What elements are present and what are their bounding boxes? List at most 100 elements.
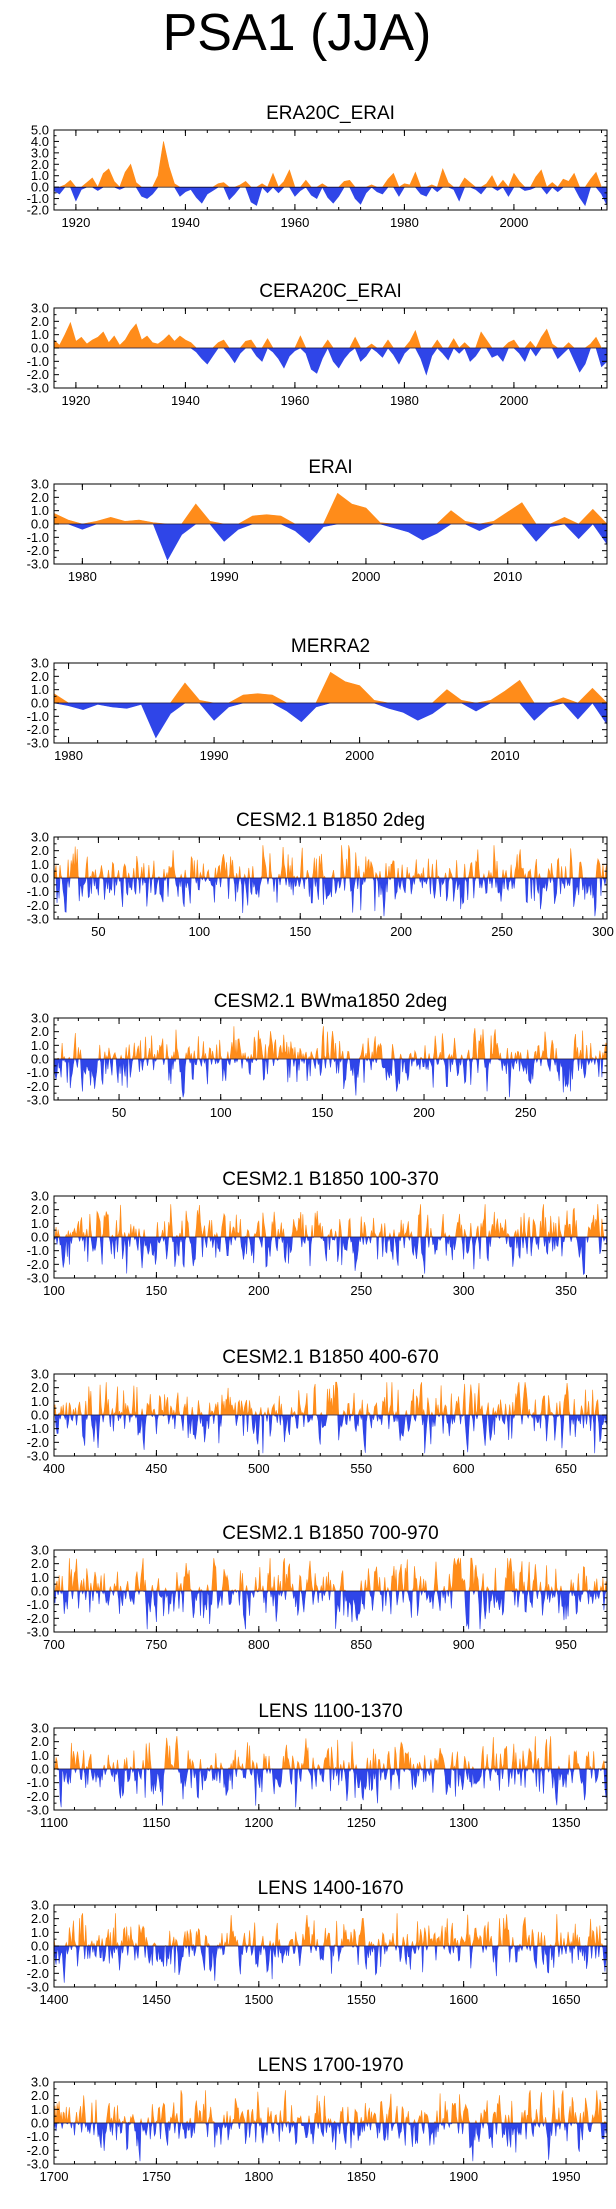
y-tick-label: -1.0 bbox=[27, 884, 49, 899]
x-tick-label: 700 bbox=[43, 1637, 65, 1652]
y-tick-label: 0.0 bbox=[31, 1762, 49, 1777]
y-tick-label: 2.0 bbox=[31, 314, 49, 329]
y-tick-label: 1.0 bbox=[31, 1570, 49, 1585]
figure-title: PSA1 (JJA) bbox=[163, 4, 432, 62]
positive-area bbox=[54, 141, 607, 188]
positive-area bbox=[53, 1736, 607, 1771]
x-tick-label: 250 bbox=[350, 1283, 372, 1298]
y-tick-label: 3.0 bbox=[31, 1898, 49, 1913]
x-tick-label: 750 bbox=[146, 1637, 168, 1652]
y-tick-label: 3.0 bbox=[31, 1367, 49, 1382]
chart-panel: CESM2.1 B1850 2deg 3.02.01.00.0-1.0-2.0-3… bbox=[27, 810, 614, 939]
x-tick-label: 1980 bbox=[54, 748, 83, 763]
chart-title: CESM2.1 B1850 100-370 bbox=[222, 1169, 439, 1190]
chart-title: LENS 1700-1970 bbox=[258, 2055, 404, 2076]
y-tick-label: 1.0 bbox=[31, 168, 49, 183]
x-tick-label: 400 bbox=[43, 1461, 65, 1476]
y-tick-label: 3.0 bbox=[31, 1189, 49, 1204]
x-tick-label: 1960 bbox=[280, 215, 309, 230]
positive-area bbox=[53, 845, 608, 880]
x-tick-label: 2000 bbox=[499, 215, 528, 230]
chart-panel: ERAI 3.02.01.00.0-1.0-2.0-3.0 1980 1990 2000… bbox=[27, 457, 608, 584]
chart-panel: CERA20C_ERAI 3.02.01.00.0-1.0-2.0-3.0 1920… bbox=[27, 281, 608, 408]
x-tick-label: 150 bbox=[289, 924, 311, 939]
x-tick-label: 1650 bbox=[552, 1992, 581, 2007]
x-tick-label: 2000 bbox=[345, 748, 374, 763]
positive-area bbox=[53, 1913, 607, 1948]
y-tick-label: -3.0 bbox=[27, 1449, 49, 1464]
x-tick-label: 1700 bbox=[40, 2169, 69, 2184]
negative-area bbox=[53, 702, 608, 739]
x-tick-label: 2010 bbox=[493, 569, 522, 584]
y-tick-label: 3.0 bbox=[31, 656, 49, 671]
positive-area bbox=[54, 1204, 607, 1239]
positive-area bbox=[54, 1026, 608, 1061]
y-tick-label: 1.0 bbox=[31, 327, 49, 342]
y-tick-label: 0.0 bbox=[31, 1230, 49, 1245]
x-tick-label: 150 bbox=[146, 1283, 168, 1298]
negative-area bbox=[53, 1767, 608, 1808]
x-tick-label: 1950 bbox=[552, 2169, 581, 2184]
positive-area bbox=[53, 2090, 607, 2125]
y-tick-label: -3.0 bbox=[27, 557, 49, 572]
y-tick-label: -1.0 bbox=[27, 1065, 49, 1080]
y-tick-label: -1.0 bbox=[27, 1775, 49, 1790]
negative-area bbox=[54, 876, 607, 917]
x-tick-label: 1400 bbox=[40, 1992, 69, 2007]
y-tick-label: 0.0 bbox=[31, 871, 49, 886]
y-tick-label: 1.0 bbox=[31, 1748, 49, 1763]
x-tick-label: 1960 bbox=[280, 393, 309, 408]
y-tick-label: -3.0 bbox=[27, 2157, 49, 2172]
chart-panel: LENS 1700-19703.02.01.00.0-1.0-2.0-3.017… bbox=[27, 2055, 608, 2184]
x-tick-label: 1920 bbox=[61, 393, 90, 408]
y-tick-label: 3.0 bbox=[31, 301, 49, 316]
y-tick-label: -1.0 bbox=[27, 1952, 49, 1967]
positive-area bbox=[54, 1557, 608, 1593]
x-tick-label: 1200 bbox=[244, 1815, 273, 1830]
x-tick-label: 350 bbox=[555, 1283, 577, 1298]
y-tick-label: 4.0 bbox=[31, 134, 49, 149]
negative-area bbox=[53, 186, 608, 207]
y-tick-label: 2.0 bbox=[31, 843, 49, 858]
chart-panel: MERRA2 3.02.01.00.0-1.0-2.0-3.0 1980 1990 20… bbox=[27, 636, 608, 763]
y-tick-label: -2.0 bbox=[27, 203, 49, 218]
x-tick-label: 1350 bbox=[552, 1815, 581, 1830]
y-tick-label: 1.0 bbox=[31, 2102, 49, 2117]
y-tick-label: 2.0 bbox=[31, 157, 49, 172]
y-tick-label: 0.0 bbox=[31, 341, 49, 356]
y-tick-label: -3.0 bbox=[27, 1803, 49, 1818]
negative-area bbox=[53, 1944, 608, 1983]
chart-title: CESM2.1 B1850 2deg bbox=[236, 810, 425, 831]
x-tick-label: 200 bbox=[390, 924, 412, 939]
y-tick-label: 2.0 bbox=[31, 1202, 49, 1217]
positive-area bbox=[53, 1381, 607, 1417]
y-tick-label: 2.0 bbox=[31, 1024, 49, 1039]
y-tick-label: 0.0 bbox=[31, 1408, 49, 1423]
chart-title: ERAI bbox=[308, 457, 352, 478]
y-tick-label: -3.0 bbox=[27, 381, 49, 396]
x-tick-label: 1980 bbox=[68, 569, 97, 584]
y-tick-label: -2.0 bbox=[27, 898, 49, 913]
chart-title: LENS 1400-1670 bbox=[258, 1878, 404, 1899]
x-tick-label: 1750 bbox=[142, 2169, 171, 2184]
x-tick-label: 300 bbox=[592, 924, 614, 939]
y-tick-label: -1.0 bbox=[27, 1421, 49, 1436]
x-tick-label: 1600 bbox=[449, 1992, 478, 2007]
x-tick-label: 1900 bbox=[449, 2169, 478, 2184]
negative-area bbox=[54, 347, 608, 376]
x-tick-label: 1980 bbox=[390, 393, 419, 408]
positive-area bbox=[53, 492, 608, 525]
chart-panel: LENS 1400-16703.02.01.00.0-1.0-2.0-3.014… bbox=[27, 1878, 608, 2007]
y-tick-label: -2.0 bbox=[27, 2143, 49, 2158]
x-tick-label: 50 bbox=[91, 924, 105, 939]
y-tick-label: -3.0 bbox=[27, 912, 49, 927]
chart-panel: ERA20C_ERAI 5.04.03.02.01.00.0-1.0-2.0 192… bbox=[27, 103, 608, 230]
x-tick-label: 950 bbox=[555, 1637, 577, 1652]
y-tick-label: -1.0 bbox=[27, 2129, 49, 2144]
y-tick-label: -2.0 bbox=[27, 1435, 49, 1450]
y-tick-label: 0.0 bbox=[31, 180, 49, 195]
chart-title: CESM2.1 B1850 700-970 bbox=[222, 1523, 439, 1544]
x-tick-label: 100 bbox=[188, 924, 210, 939]
y-tick-label: 1.0 bbox=[31, 1216, 49, 1231]
